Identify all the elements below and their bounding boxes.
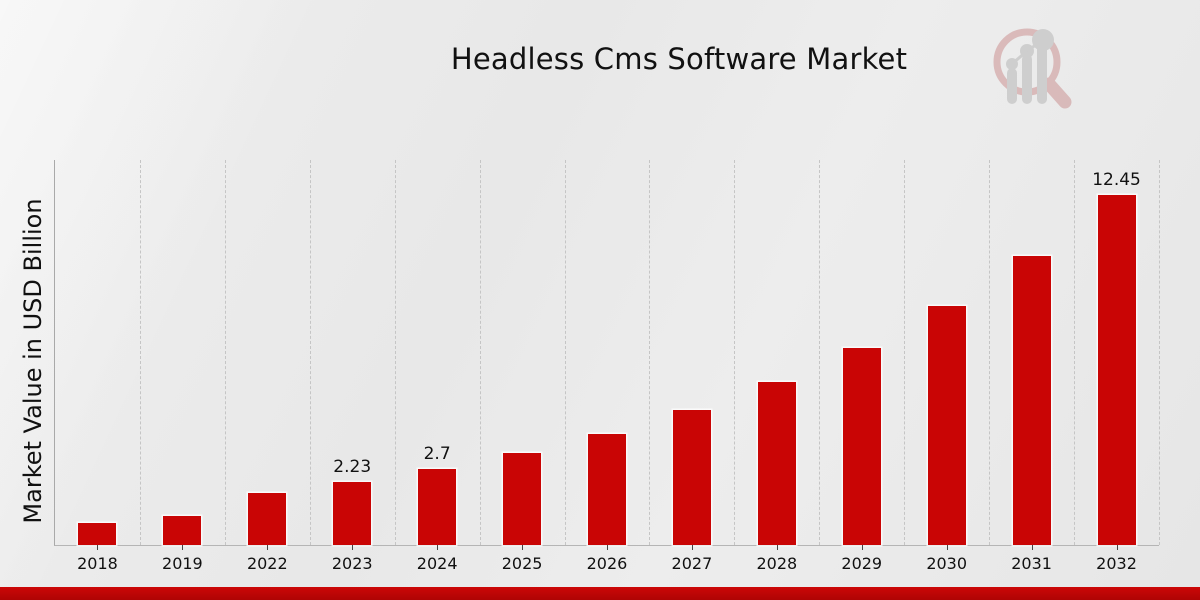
vertical-gridline	[989, 160, 991, 545]
x-axis-tick	[1031, 545, 1033, 550]
x-axis-tick	[267, 545, 269, 550]
vertical-gridline	[1074, 160, 1076, 545]
vertical-gridline	[734, 160, 736, 545]
bar-2026	[588, 433, 626, 545]
x-axis-tick	[522, 545, 524, 550]
x-tick-label-2019: 2019	[162, 554, 203, 573]
x-tick-label-2025: 2025	[501, 554, 543, 573]
vertical-gridline	[139, 160, 141, 545]
x-tick-label-2032: 2032	[1096, 554, 1137, 573]
bar-2029	[842, 347, 881, 545]
x-tick-label-2018: 2018	[77, 554, 118, 573]
x-tick-label-2026: 2026	[586, 554, 628, 573]
x-axis-tick	[437, 545, 439, 550]
footer-accent-bar	[0, 587, 1200, 600]
vertical-gridline	[819, 160, 821, 545]
bar-2028	[757, 382, 796, 545]
x-tick-label-2029: 2029	[841, 554, 883, 573]
x-tick-label-2028: 2028	[756, 554, 798, 573]
x-axis-tick	[946, 545, 948, 550]
magnifier-bar-chart-logo-icon	[993, 28, 1072, 109]
x-axis-tick	[1116, 545, 1118, 550]
x-axis-tick	[182, 545, 184, 550]
x-axis-tick	[861, 545, 863, 550]
chart-title: Headless Cms Software Market	[450, 42, 908, 76]
bar-2023	[333, 482, 372, 545]
vertical-gridline	[394, 160, 396, 545]
x-axis-tick	[776, 545, 778, 550]
x-tick-label-2023: 2023	[331, 554, 373, 573]
data-label-2024: 2.7	[423, 444, 451, 465]
vertical-gridline	[649, 160, 651, 545]
data-label-2023: 2.23	[333, 457, 372, 478]
y-axis-label: Market Value in USD Billion	[19, 198, 47, 524]
x-tick-label-2031: 2031	[1011, 554, 1052, 573]
bar-2030	[927, 306, 966, 545]
x-axis-tick	[691, 545, 693, 550]
bar-2022	[248, 493, 287, 545]
bar-2025	[503, 453, 542, 545]
bar-2018	[78, 523, 117, 545]
bar-2032	[1097, 195, 1136, 545]
x-axis-tick	[607, 545, 608, 550]
data-label-2032: 12.45	[1092, 170, 1141, 191]
bar-2027	[672, 410, 711, 545]
vertical-gridline	[1159, 160, 1160, 545]
x-tick-label-2030: 2030	[926, 554, 968, 573]
vertical-gridline	[904, 160, 906, 545]
vertical-gridline	[309, 160, 311, 545]
bar-2024	[418, 469, 457, 545]
vertical-gridline	[479, 160, 481, 545]
bar-2031	[1012, 255, 1051, 545]
vertical-gridline	[224, 160, 226, 545]
x-axis-tick	[352, 545, 354, 550]
x-axis-tick	[97, 545, 99, 550]
plot-area: 2018 2019 2022 2023 2.23 2024 2.7 2025 2026 2027 2…	[54, 160, 1160, 573]
x-tick-label-2027: 2027	[671, 554, 713, 573]
x-tick-label-2022: 2022	[246, 554, 288, 573]
bar-2019	[163, 516, 202, 545]
vertical-gridline	[564, 160, 566, 545]
x-tick-label-2024: 2024	[416, 554, 458, 573]
